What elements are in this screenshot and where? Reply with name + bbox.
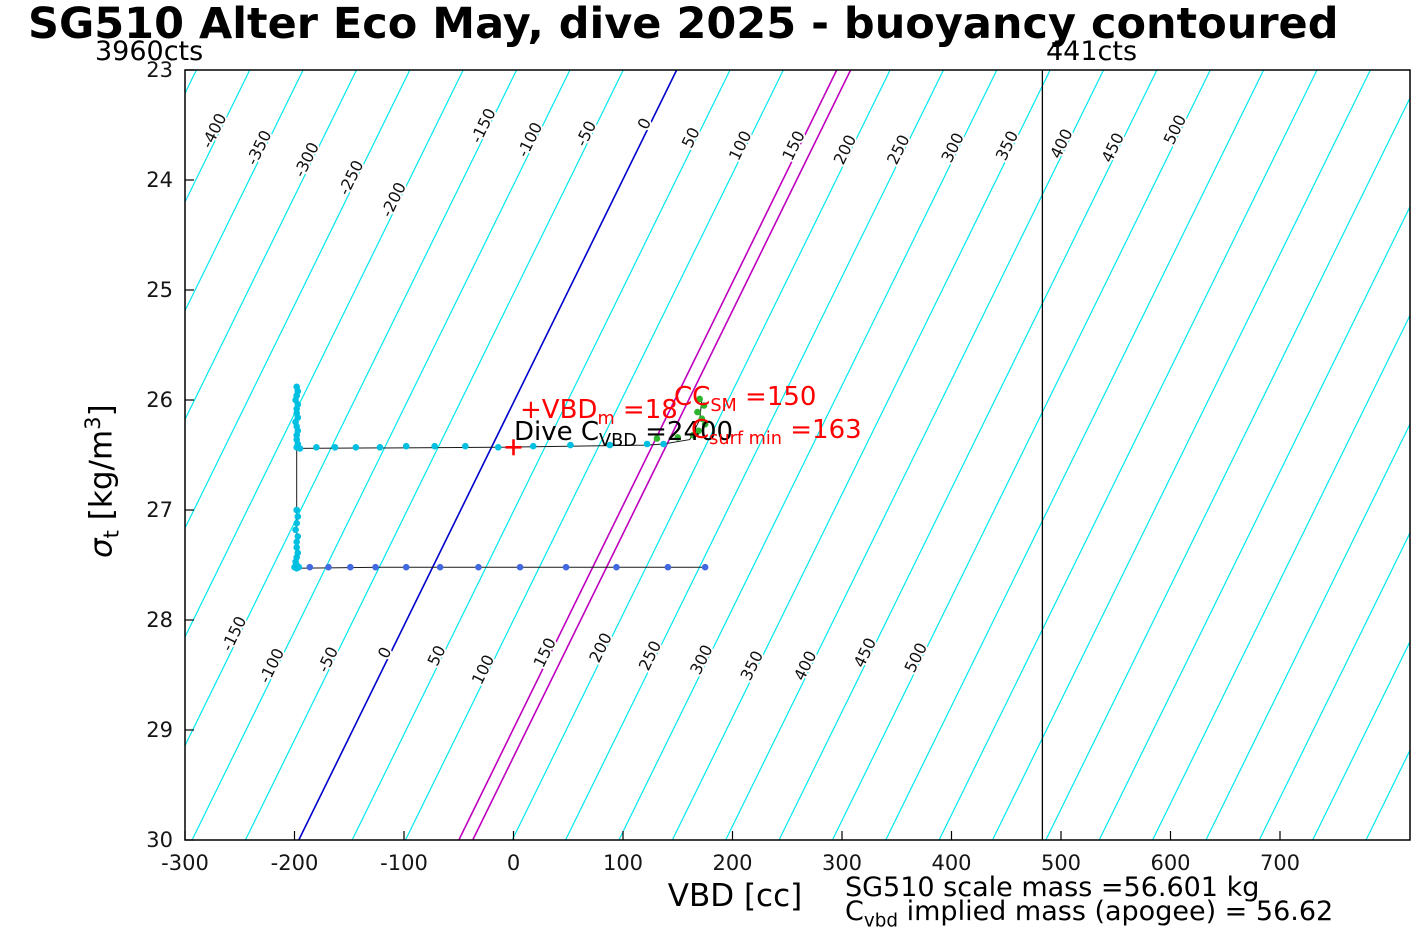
y-tick-label: 23: [146, 58, 173, 82]
dive-cvbd-text: Dive C: [514, 417, 600, 447]
implied-mass-value: implied mass (apogee) = 56.62: [898, 896, 1334, 927]
contour-label: 100: [468, 652, 498, 688]
vbd-margin-sub: m: [597, 409, 615, 430]
annotation-dive-cvbd: Dive CVBD =2400: [514, 417, 734, 452]
x-tick-label: 0: [507, 851, 520, 875]
y-tick-label: 24: [146, 168, 173, 192]
contour-label: 150: [778, 128, 808, 164]
contour-label: -100: [255, 645, 288, 686]
dive-cvbd-value: =2400: [636, 417, 734, 447]
x-tick-label: 300: [822, 851, 862, 875]
implied-mass-text: C: [845, 896, 864, 927]
contour-label: -100: [513, 119, 546, 160]
contour-lines: [185, 70, 1410, 840]
implied-mass-note: Cvbd implied mass (apogee) = 56.62: [845, 896, 1334, 932]
implied-mass-sub: vbd: [863, 910, 899, 932]
contour-label: 200: [830, 132, 860, 168]
contour-label: 50: [678, 124, 704, 151]
contour-label: 450: [1097, 130, 1127, 166]
descent-upper-samples: [292, 383, 302, 451]
contour-label: 500: [1160, 112, 1190, 148]
cc-sm-value: =150: [736, 382, 817, 412]
axes-box: [184, 69, 1411, 841]
y-tick-label: 29: [146, 718, 173, 742]
contour-label: 500: [901, 640, 931, 676]
cc-sm-sub: SM: [710, 396, 737, 417]
contour-label: 350: [737, 648, 767, 684]
contour-label: 250: [635, 638, 665, 674]
x-tick-label: 200: [712, 851, 752, 875]
contour-label: 0: [633, 115, 655, 132]
plot-title: SG510 Alter Eco May, dive 2025 - buoyanc…: [28, 0, 1339, 49]
climb-samples: [306, 563, 709, 571]
x-tick-label: 400: [931, 851, 971, 875]
annotation-cc-sm: CCSM =150: [674, 382, 817, 417]
x-tick-label: -200: [271, 851, 319, 875]
contour-label: 150: [529, 635, 559, 671]
sigma-symbol: σ: [83, 538, 120, 558]
contour-label: 300: [686, 642, 716, 678]
contour-label: 350: [992, 128, 1022, 164]
x-tick-label: -300: [161, 851, 209, 875]
y-tick-label: 30: [146, 828, 173, 852]
descent-lower-samples: [291, 506, 303, 572]
y-tick-label: 27: [146, 498, 173, 522]
y-tick-label: 26: [146, 388, 173, 412]
annotation-vbd-margin: +VBDm =18: [520, 395, 678, 430]
contour-label: -300: [290, 139, 323, 180]
left-counts-label: 3960cts: [95, 36, 204, 67]
contour-label: 0: [374, 644, 396, 661]
contour-label: 300: [937, 130, 967, 166]
contour-label: -150: [217, 613, 250, 654]
contour-label: 400: [790, 648, 820, 684]
sigma-subscript: t: [98, 530, 124, 539]
y-units-exponent: 3: [80, 416, 105, 430]
x-tick-label: -100: [380, 851, 428, 875]
contour-label: -400: [197, 110, 230, 151]
vbd-margin-text: +VBD: [520, 395, 598, 425]
contour-label: 400: [1046, 126, 1076, 162]
contour-label: 50: [424, 642, 450, 669]
contour-label: -50: [314, 644, 343, 676]
c-surf-value: =163: [782, 415, 862, 445]
y-tick-label: 28: [146, 608, 173, 632]
contour-label: -250: [334, 157, 367, 198]
x-tick-label: 500: [1041, 851, 1081, 875]
c-surf-sub: surf min: [709, 429, 782, 450]
x-tick-label: 600: [1150, 851, 1190, 875]
contour-label: -150: [467, 105, 500, 146]
x-tick-label: 100: [603, 851, 643, 875]
contour-label: -50: [572, 118, 601, 150]
cc-sm-text: CC: [674, 382, 711, 412]
dive-samples: [296, 440, 667, 452]
contour-label: 100: [725, 128, 755, 164]
y-units: [kg/m: [83, 429, 120, 531]
x-tick-label: 700: [1260, 851, 1300, 875]
contour-label: 250: [883, 132, 913, 168]
y-units-close: ]: [83, 404, 120, 417]
dive-cvbd-sub: VBD: [599, 431, 637, 452]
apogee-samples: [653, 395, 709, 442]
contour-label: 450: [850, 635, 880, 671]
contour-label: -350: [242, 127, 275, 168]
right-counts-label: 441cts: [1046, 36, 1138, 67]
reference-marker: [505, 439, 522, 456]
contour-label: -200: [377, 179, 410, 220]
contour-label: 200: [585, 630, 615, 666]
annotation-c-surf-min: Csurf min =163: [691, 415, 862, 450]
x-axis-label: VBD [cc]: [667, 878, 803, 914]
vbd-margin-value: =18: [614, 395, 678, 425]
c-surf-text: C: [691, 415, 710, 445]
y-tick-label: 25: [146, 278, 173, 302]
scale-mass-note: SG510 scale mass =56.601 kg: [845, 872, 1260, 903]
y-axis-label: σt [kg/m3]: [80, 404, 124, 558]
